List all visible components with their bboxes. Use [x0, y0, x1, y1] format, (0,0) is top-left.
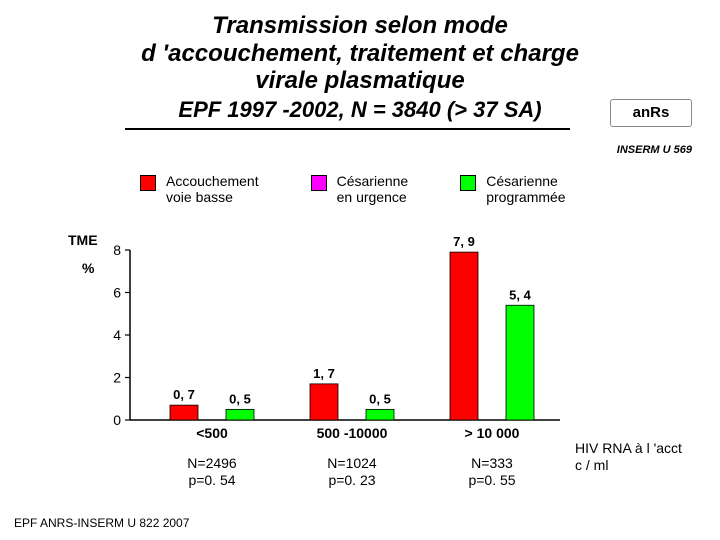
svg-text:7, 9: 7, 9 — [453, 234, 475, 249]
inserm-label: INSERM U 569 — [617, 144, 692, 156]
svg-text:0: 0 — [113, 412, 121, 428]
chart-svg: 024680, 70, 51, 70, 57, 95, 4 — [130, 250, 560, 420]
svg-text:1, 7: 1, 7 — [313, 366, 335, 381]
title-block: Transmission selon mode d 'accouchement,… — [60, 12, 660, 123]
svg-text:2: 2 — [113, 370, 121, 386]
x-category-label: 500 -10000 — [317, 425, 388, 441]
svg-text:0, 5: 0, 5 — [229, 391, 251, 406]
legend-swatch — [460, 175, 476, 191]
footer: EPF ANRS-INSERM U 822 2007 — [14, 516, 189, 530]
subtitle-underline — [125, 128, 570, 130]
x-category-label: <500 — [196, 425, 228, 441]
bar-chart: 024680, 70, 51, 70, 57, 95, 4 — [130, 250, 560, 420]
legend-label: Césarienne programmée — [486, 173, 565, 205]
title-line-3: virale plasmatique — [60, 67, 660, 95]
legend-label: Césarienne en urgence — [337, 173, 409, 205]
legend: Accouchement voie basse Césarienne en ur… — [140, 173, 640, 205]
legend-swatch — [140, 175, 156, 191]
legend-item: Accouchement voie basse — [140, 173, 259, 205]
group-stats: N=1024p=0. 23 — [327, 455, 376, 489]
x-axis-title: HIV RNA à l 'acct c / ml — [575, 440, 715, 474]
svg-text:5, 4: 5, 4 — [509, 287, 531, 302]
anrs-logo: anRs — [610, 99, 692, 127]
y-axis-percent: % — [82, 260, 94, 276]
title-line-2: d 'accouchement, traitement et charge — [60, 40, 660, 68]
subtitle: EPF 1997 -2002, N = 3840 (> 37 SA) — [60, 97, 660, 123]
x-category-label: > 10 000 — [465, 425, 520, 441]
svg-text:0, 5: 0, 5 — [369, 391, 391, 406]
slide: Transmission selon mode d 'accouchement,… — [0, 0, 720, 540]
svg-text:4: 4 — [113, 327, 121, 343]
legend-swatch — [311, 175, 327, 191]
group-stats: N=333p=0. 55 — [468, 455, 515, 489]
svg-text:6: 6 — [113, 285, 121, 301]
y-axis-title: TME — [68, 232, 98, 248]
svg-text:0, 7: 0, 7 — [173, 387, 195, 402]
title-line-1: Transmission selon mode — [60, 12, 660, 40]
x-category-labels: <500 500 -10000 > 10 000 — [130, 425, 560, 443]
group-stats: N=2496p=0. 54 — [187, 455, 236, 489]
svg-text:8: 8 — [113, 242, 121, 258]
legend-item: Césarienne programmée — [460, 173, 565, 205]
stats-row: N=2496p=0. 54 N=1024p=0. 23 N=333p=0. 55 — [130, 455, 560, 495]
x-axis-title-text: HIV RNA à l 'acct c / ml — [575, 440, 682, 473]
legend-item: Césarienne en urgence — [311, 173, 409, 205]
legend-label: Accouchement voie basse — [166, 173, 259, 205]
